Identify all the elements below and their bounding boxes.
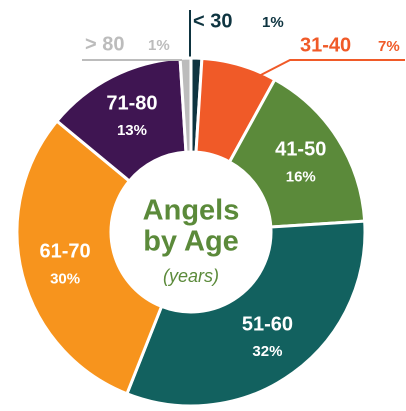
leader-line (254, 59, 405, 79)
value-label: 13% (117, 122, 147, 139)
slice-label: 61-70 (40, 241, 91, 263)
value-label: 1% (262, 14, 284, 31)
slice-label: 31-40 (300, 34, 351, 56)
slice-label: > 80 (85, 33, 124, 55)
slice-label: 51-60 (242, 313, 293, 335)
donut-slice (178, 56, 193, 154)
value-label: 1% (148, 37, 170, 54)
value-label: 30% (50, 270, 80, 287)
slice-label: < 30 (193, 10, 232, 32)
value-label: 7% (378, 38, 400, 55)
center-title: Angels (143, 195, 240, 227)
donut-slice (15, 118, 164, 396)
donut-slice (227, 77, 367, 229)
slice-label: 41-50 (275, 139, 326, 161)
slice-label: 71-80 (106, 92, 157, 114)
donut-slice (124, 219, 367, 408)
value-label: 32% (252, 343, 282, 360)
center-title: by Age (143, 226, 239, 258)
value-label: 16% (286, 168, 316, 185)
center-subtitle: (years) (163, 266, 219, 286)
